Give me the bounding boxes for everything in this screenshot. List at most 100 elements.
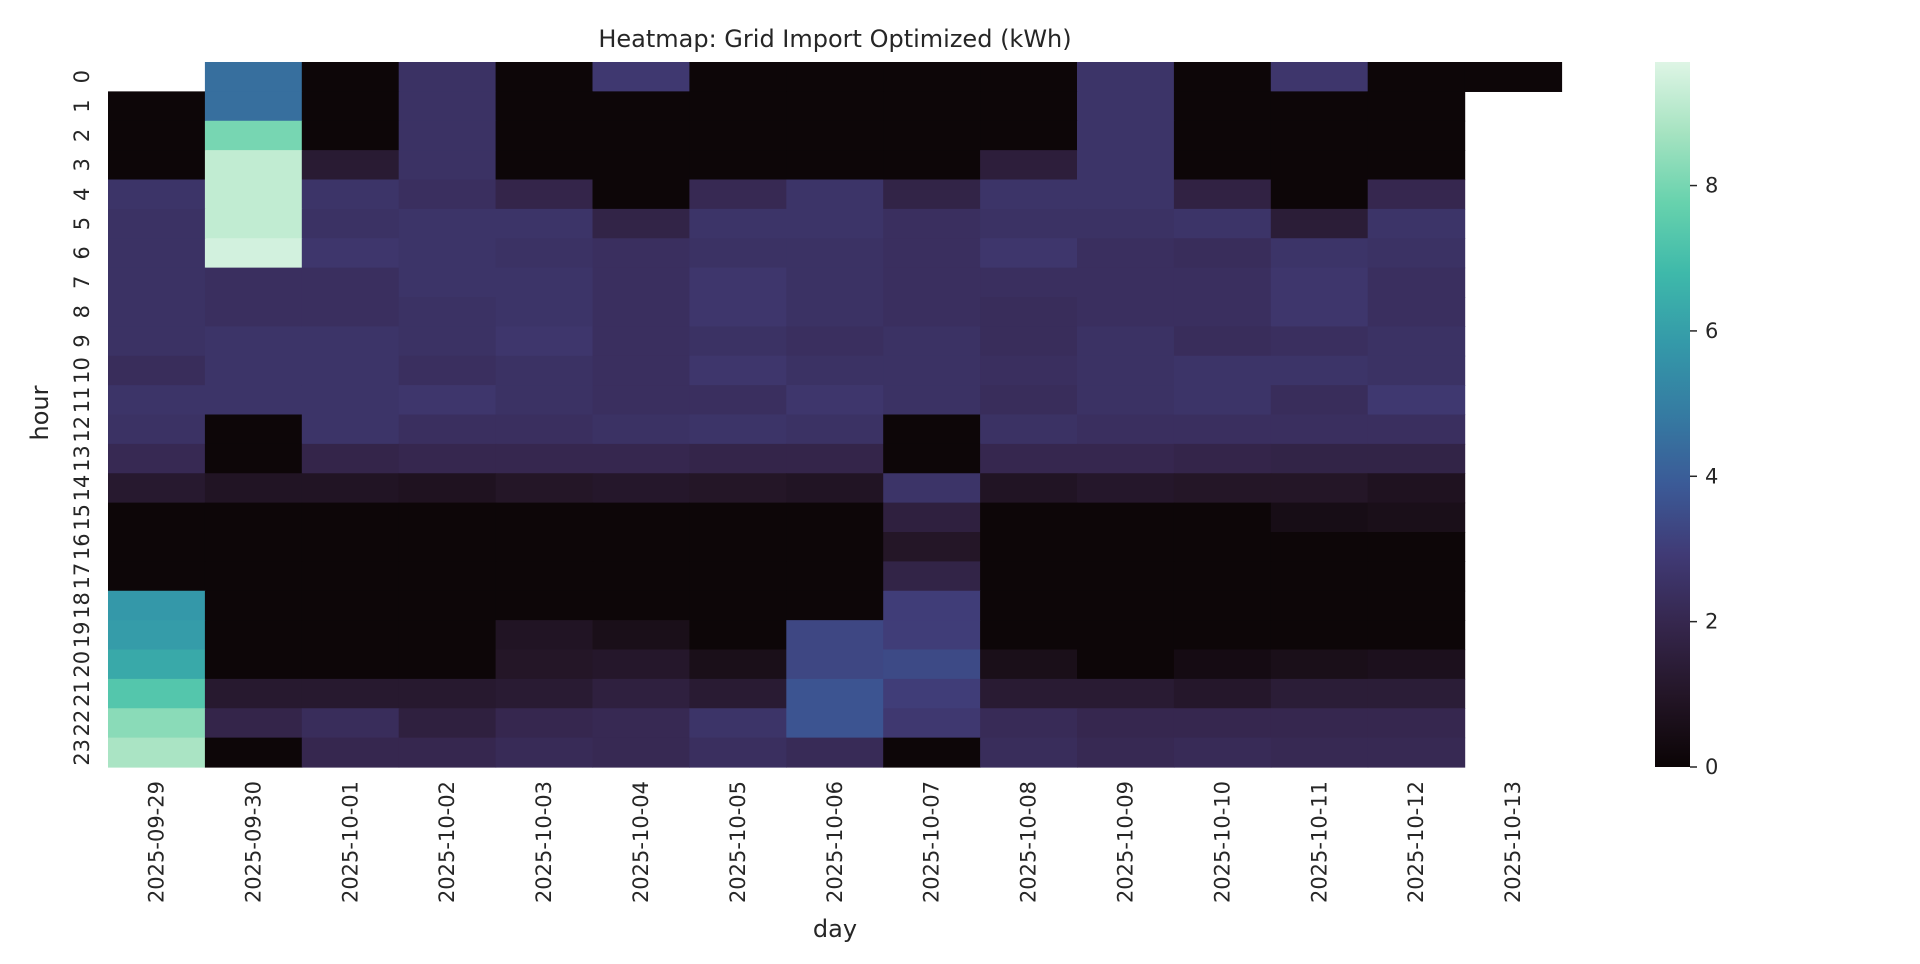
- heatmap-cell: [301, 297, 400, 327]
- heatmap-cell: [1367, 443, 1466, 474]
- heatmap-cell: [1077, 414, 1175, 445]
- y-tick-label: 2: [70, 129, 94, 142]
- heatmap-cell: [204, 737, 303, 768]
- y-tick-label: 21: [70, 680, 94, 707]
- heatmap-cell: [495, 561, 594, 592]
- heatmap-cell: [1367, 385, 1466, 416]
- heatmap-cell: [1077, 297, 1175, 327]
- heatmap-cell: [980, 150, 1078, 181]
- y-tick-label: 1: [70, 99, 94, 112]
- heatmap-cell: [1173, 208, 1272, 239]
- heatmap-cell: [1270, 62, 1369, 92]
- heatmap-cell: [883, 532, 981, 562]
- heatmap-cell: [980, 590, 1078, 621]
- heatmap-cell: [883, 62, 981, 92]
- heatmap-cell: [689, 737, 787, 768]
- heatmap-cell: [786, 297, 884, 327]
- heatmap-cell: [1077, 443, 1175, 474]
- heatmap-cell: [301, 473, 400, 504]
- y-tick-label: 22: [70, 710, 94, 737]
- heatmap-cell: [980, 532, 1078, 562]
- heatmap-cell: [495, 443, 594, 474]
- heatmap-cell: [1367, 91, 1466, 122]
- heatmap-cell: [495, 502, 594, 533]
- y-tick-label: 8: [70, 305, 94, 318]
- heatmap-cell: [301, 678, 400, 709]
- heatmap-cell: [1173, 62, 1272, 92]
- heatmap-cell: [1270, 502, 1369, 533]
- heatmap-cell: [1077, 238, 1175, 269]
- heatmap-cell: [1077, 532, 1175, 562]
- heatmap-cell: [883, 385, 981, 416]
- heatmap-cell: [883, 473, 981, 504]
- heatmap-cell: [301, 708, 400, 739]
- x-tick-label: 2025-10-05: [726, 781, 750, 903]
- y-axis-label: hour: [26, 385, 54, 440]
- heatmap-cell: [495, 326, 594, 357]
- heatmap-cell: [1367, 297, 1466, 327]
- heatmap-cell: [1270, 355, 1369, 386]
- heatmap-cell: [1270, 414, 1369, 445]
- heatmap-cell: [1367, 708, 1466, 739]
- heatmap-cell: [592, 620, 690, 651]
- heatmap-cell: [1077, 502, 1175, 533]
- heatmap-cell: [1270, 179, 1369, 210]
- heatmap-cell: [592, 297, 690, 327]
- heatmap-cell: [1173, 502, 1272, 533]
- y-tick-label: 17: [70, 563, 94, 590]
- heatmap-cell: [1173, 150, 1272, 181]
- heatmap-cell: [786, 208, 884, 239]
- heatmap-cell: [1367, 267, 1466, 298]
- heatmap-cell: [1077, 737, 1175, 768]
- heatmap-cell: [204, 91, 303, 122]
- heatmap-cell: [495, 649, 594, 680]
- heatmap-cell: [980, 443, 1078, 474]
- heatmap-cell: [1270, 649, 1369, 680]
- heatmap-cell: [786, 120, 884, 151]
- heatmap-cell: [689, 267, 787, 298]
- heatmap-cell: [398, 590, 497, 621]
- heatmap-cell: [980, 91, 1078, 122]
- heatmap-cell: [301, 267, 400, 298]
- heatmap-cell: [1270, 561, 1369, 592]
- heatmap-cell: [204, 62, 303, 92]
- heatmap-cell: [1173, 91, 1272, 122]
- heatmap-cell: [592, 91, 690, 122]
- heatmap-cell: [108, 238, 206, 269]
- y-tick-label: 6: [70, 246, 94, 259]
- heatmap-cell: [1270, 150, 1369, 181]
- heatmap-cell: [398, 120, 497, 151]
- heatmap-cell: [786, 385, 884, 416]
- heatmap-cell: [592, 385, 690, 416]
- heatmap-cell: [204, 708, 303, 739]
- x-tick-label: 2025-10-10: [1210, 781, 1234, 903]
- heatmap-cell: [592, 590, 690, 621]
- heatmap-cell: [301, 120, 400, 151]
- heatmap-cell: [1367, 532, 1466, 562]
- y-tick-label: 5: [70, 217, 94, 230]
- heatmap-cell: [301, 414, 400, 445]
- heatmap-cell: [204, 297, 303, 327]
- heatmap-cell: [1367, 238, 1466, 269]
- heatmap-cell: [689, 532, 787, 562]
- colorbar-tick-label: 8: [1705, 174, 1718, 198]
- heatmap-cell: [1173, 267, 1272, 298]
- heatmap-cell: [786, 620, 884, 651]
- heatmap-cell: [786, 708, 884, 739]
- x-tick-label: 2025-09-30: [241, 781, 265, 903]
- heatmap-cell: [980, 355, 1078, 386]
- heatmap-cell: [398, 502, 497, 533]
- heatmap-cell: [398, 678, 497, 709]
- heatmap-cell: [108, 561, 206, 592]
- heatmap-cell: [495, 91, 594, 122]
- heatmap-cell: [108, 91, 206, 122]
- heatmap-cell: [204, 620, 303, 651]
- colorbar-tick-label: 0: [1705, 755, 1718, 779]
- heatmap-cell: [1270, 120, 1369, 151]
- heatmap-cell: [108, 532, 206, 562]
- heatmap-cell: [108, 385, 206, 416]
- heatmap-cell: [108, 620, 206, 651]
- heatmap-cell: [1077, 561, 1175, 592]
- heatmap-cell: [398, 355, 497, 386]
